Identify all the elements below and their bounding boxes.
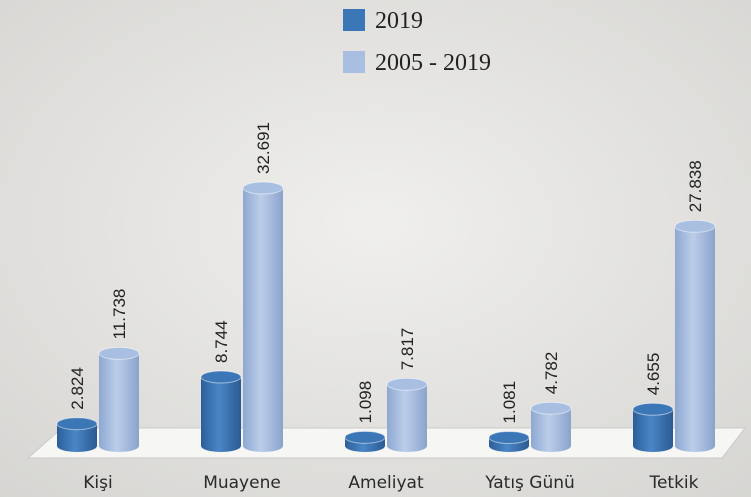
legend-label: 2019 [375,8,423,34]
bar-top [98,346,140,360]
bar-top [674,219,716,233]
x-tick-label: Yatış Günü [484,473,575,493]
x-tick-label: Kişi [83,473,112,493]
bar-top [56,417,98,431]
value-label: 7.817 [398,328,417,371]
legend-swatch [343,51,365,73]
bar [531,408,571,452]
x-tick-label: Muayene [203,473,281,493]
value-label: 27.838 [686,160,705,212]
value-label: 2.824 [68,367,87,410]
bar [243,188,283,452]
bar-top [530,401,572,415]
bar [675,226,715,452]
x-tick-label: Ameliyat [348,473,424,493]
value-label: 1.081 [500,381,519,424]
legend-swatch [343,9,365,31]
bar [633,409,673,452]
bar [387,384,427,452]
bar-top [242,181,284,195]
bar [99,353,139,452]
legend-label: 2005 - 2019 [375,50,491,76]
bar-top [200,370,242,384]
bar-top [488,430,530,444]
bar [57,423,97,452]
x-tick-label: Tetkik [648,473,698,493]
value-label: 1.098 [356,381,375,424]
bar-top [344,430,386,444]
value-label: 8.744 [212,320,231,363]
bar-top [632,402,674,416]
value-label: 11.738 [110,289,129,340]
bar-top [386,377,428,391]
value-label: 32.691 [254,122,273,174]
value-label: 4.782 [542,352,561,395]
value-label: 4.655 [644,353,663,396]
bar [201,376,241,452]
